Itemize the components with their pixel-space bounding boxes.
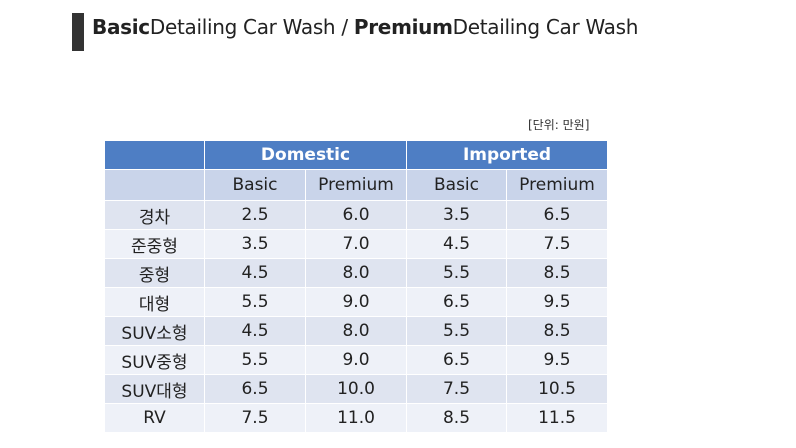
price-cell: 8.5 [406, 403, 507, 433]
price-cell: 8.5 [505, 316, 609, 346]
price-cell: 8.0 [305, 316, 407, 346]
price-cell: 10.0 [305, 374, 407, 404]
row-label: SUV소형 [104, 316, 205, 346]
row-label: 준중형 [104, 229, 205, 259]
price-cell: 7.5 [204, 403, 306, 433]
row-label: 경차 [104, 200, 205, 230]
row-label: 대형 [104, 287, 205, 317]
price-cell: 6.5 [204, 374, 306, 404]
table-row: 중형 4.5 8.0 5.5 8.5 [104, 258, 609, 288]
price-cell: 7.5 [406, 374, 507, 404]
row-label: SUV대형 [104, 374, 205, 404]
price-cell: 6.0 [305, 200, 407, 230]
price-cell: 5.5 [204, 287, 306, 317]
page-title: BasicDetailing Car Wash / PremiumDetaili… [92, 15, 638, 39]
price-cell: 11.0 [305, 403, 407, 433]
sub-header-cell: Basic [204, 169, 306, 201]
price-cell: 2.5 [204, 200, 306, 230]
title-premium: Premium [353, 15, 453, 39]
price-cell: 8.5 [505, 258, 609, 288]
sub-header-cell: Premium [505, 169, 609, 201]
group-header-row: Domestic Imported [104, 140, 609, 170]
group-header-domestic: Domestic [204, 140, 407, 170]
title-basic: Basic [92, 15, 150, 39]
price-cell: 5.5 [406, 316, 507, 346]
table-row: SUV중형 5.5 9.0 6.5 9.5 [104, 345, 609, 375]
price-cell: 10.5 [505, 374, 609, 404]
price-cell: 11.5 [505, 403, 609, 433]
price-cell: 3.5 [406, 200, 507, 230]
price-cell: 6.5 [505, 200, 609, 230]
table-row: 준중형 3.5 7.0 4.5 7.5 [104, 229, 609, 259]
price-cell: 8.0 [305, 258, 407, 288]
table-row: SUV대형 6.5 10.0 7.5 10.5 [104, 374, 609, 404]
price-cell: 6.5 [406, 287, 507, 317]
price-cell: 4.5 [406, 229, 507, 259]
title-separator: / [341, 15, 348, 39]
unit-note: [단위: 만원] [528, 118, 590, 132]
row-label: SUV중형 [104, 345, 205, 375]
table-row: SUV소형 4.5 8.0 5.5 8.5 [104, 316, 609, 346]
title-premium-rest: Detailing Car Wash [452, 15, 639, 39]
sub-header-cell: Basic [406, 169, 507, 201]
table-row: 경차 2.5 6.0 3.5 6.5 [104, 200, 609, 230]
title-basic-rest: Detailing Car Wash [149, 15, 336, 39]
row-label: 중형 [104, 258, 205, 288]
price-cell: 3.5 [204, 229, 306, 259]
price-cell: 6.5 [406, 345, 507, 375]
sub-header-row: Basic Premium Basic Premium [104, 169, 609, 201]
price-table: Domestic Imported Basic Premium Basic Pr… [104, 140, 609, 433]
corner-cell [104, 140, 205, 170]
table-row: 대형 5.5 9.0 6.5 9.5 [104, 287, 609, 317]
price-cell: 4.5 [204, 316, 306, 346]
price-cell: 4.5 [204, 258, 306, 288]
price-cell: 5.5 [406, 258, 507, 288]
sub-header-cell: Premium [305, 169, 407, 201]
price-cell: 9.0 [305, 287, 407, 317]
row-label: RV [104, 403, 205, 433]
group-header-imported: Imported [405, 140, 609, 170]
price-cell: 7.0 [305, 229, 407, 259]
price-cell: 9.5 [505, 345, 609, 375]
sub-header-blank [104, 169, 205, 201]
title-accent-bar [72, 13, 84, 51]
price-cell: 9.5 [505, 287, 609, 317]
price-cell: 9.0 [305, 345, 407, 375]
price-cell: 7.5 [505, 229, 609, 259]
price-cell: 5.5 [204, 345, 306, 375]
table-row: RV 7.5 11.0 8.5 11.5 [104, 403, 609, 433]
